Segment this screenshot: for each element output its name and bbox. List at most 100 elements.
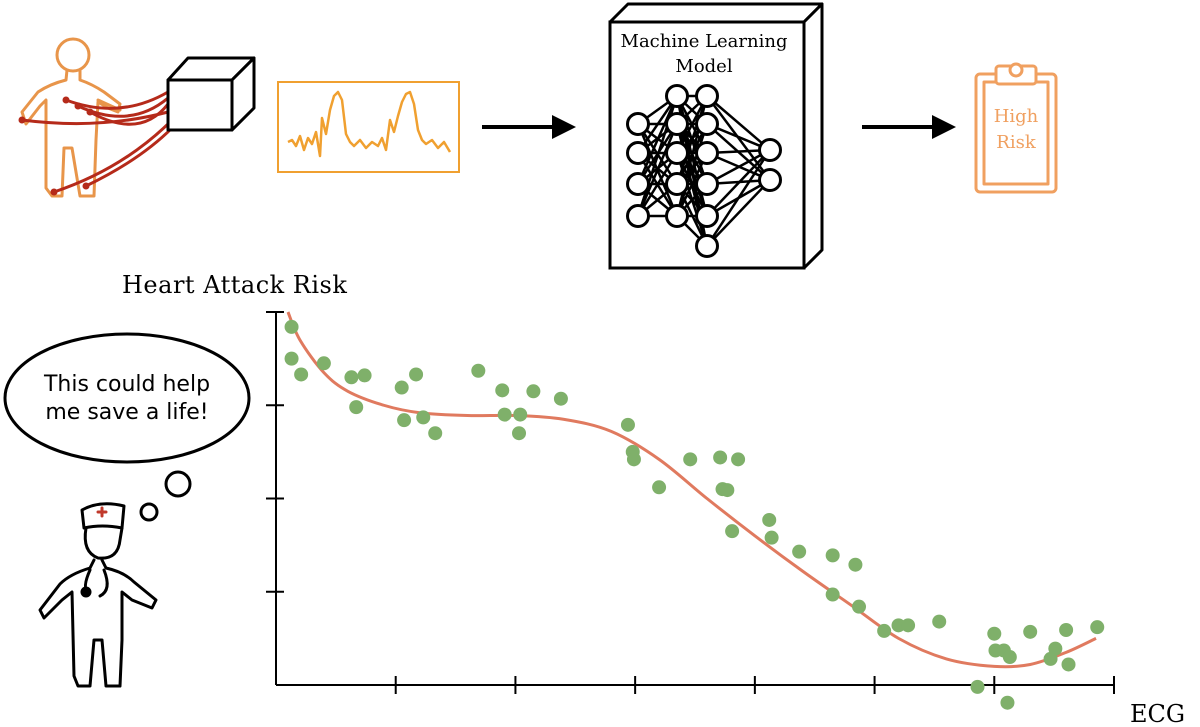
data-point (428, 426, 443, 441)
data-point (1090, 620, 1105, 635)
data-point (344, 370, 359, 385)
data-point (891, 618, 906, 633)
data-point (713, 450, 728, 465)
data-point (409, 367, 424, 382)
doctor-body (38, 558, 158, 688)
nn-node (695, 234, 719, 258)
chart-axes (266, 311, 1115, 694)
data-point (471, 363, 486, 378)
arrow-to-model (482, 115, 576, 139)
nn-node (665, 172, 689, 196)
nn-node (695, 112, 719, 136)
data-point (626, 452, 641, 467)
data-point (553, 391, 568, 406)
fit-curve-layer (286, 311, 1097, 669)
arrow-to-result (862, 115, 956, 139)
model-title-line1: Machine Learning (621, 31, 788, 52)
data-point (526, 384, 541, 399)
data-point (1059, 622, 1074, 637)
data-point (497, 407, 512, 422)
data-point (683, 452, 698, 467)
result-label-line1: High (994, 106, 1039, 127)
nn-node (626, 112, 650, 136)
data-point (1000, 695, 1015, 710)
data-point (725, 524, 740, 539)
doctor-figure (38, 502, 158, 688)
data-point (764, 530, 779, 545)
data-point (848, 557, 863, 572)
nn-node (626, 141, 650, 165)
electrode-wire (88, 102, 170, 126)
data-point (357, 368, 372, 383)
electrode-dot (50, 188, 58, 196)
data-point (394, 380, 409, 395)
ecg-waveform (287, 90, 452, 158)
data-point (1048, 641, 1063, 656)
speech-line1: This could help (43, 372, 210, 397)
nn-node (665, 112, 689, 136)
doctor-head (83, 526, 124, 560)
speech-bubble: This could help me save a life! (3, 332, 251, 464)
electrode-dot (18, 116, 26, 124)
neural-network-nodes (626, 84, 782, 258)
data-point (349, 400, 364, 415)
data-point (284, 319, 299, 334)
patient-figure (18, 37, 174, 198)
data-point (1061, 657, 1076, 672)
data-point (987, 626, 1002, 641)
nn-node (626, 172, 650, 196)
data-point (416, 410, 431, 425)
data-point (792, 544, 807, 559)
data-point (512, 426, 527, 441)
data-point (620, 417, 635, 432)
patient-outline (20, 68, 122, 198)
thought-bubbles (139, 470, 192, 522)
electrode-wire (20, 110, 170, 126)
model-title-line2: Model (675, 56, 732, 77)
data-point (731, 452, 746, 467)
chart-y-label: Heart Attack Risk (122, 271, 347, 299)
data-point (720, 483, 735, 498)
data-point (852, 599, 867, 614)
patient-head (55, 37, 91, 73)
electrode-dot (82, 182, 90, 190)
ecg-signal-panel (277, 81, 460, 173)
data-point (877, 623, 892, 638)
medical-cross-icon (96, 506, 108, 518)
data-point (495, 383, 510, 398)
speech-line2: me save a life! (45, 400, 208, 425)
data-point (762, 512, 777, 527)
data-point (970, 679, 985, 694)
scatter-points (284, 319, 1105, 710)
data-point (825, 587, 840, 602)
ml-model-box: Machine Learning Model (608, 2, 824, 270)
electrode-wire (84, 126, 174, 188)
risk-chart: Heart Attack Risk ECG (122, 271, 1185, 727)
data-point (825, 548, 840, 563)
data-point (316, 356, 331, 371)
electrode-dot (62, 96, 70, 104)
data-point (901, 618, 916, 633)
data-point (1002, 650, 1017, 665)
electrode-dot (86, 108, 94, 116)
result-label-line2: Risk (996, 132, 1037, 153)
nn-node (758, 168, 782, 192)
data-point (932, 614, 947, 629)
nn-node (758, 138, 782, 162)
data-point (284, 351, 299, 366)
data-point (1023, 624, 1038, 639)
data-point (652, 480, 667, 495)
nn-node (665, 84, 689, 108)
nn-node (695, 204, 719, 228)
nn-node (626, 204, 650, 228)
result-clipboard-icon: High Risk (974, 62, 1058, 194)
ecg-device-cube (166, 56, 256, 132)
nn-node (665, 204, 689, 228)
electrode-wire (52, 122, 170, 194)
data-point (294, 367, 309, 382)
nn-node (665, 141, 689, 165)
chart-x-label: ECG (1130, 700, 1185, 727)
nn-node (695, 141, 719, 165)
electrode-dot (74, 102, 82, 110)
